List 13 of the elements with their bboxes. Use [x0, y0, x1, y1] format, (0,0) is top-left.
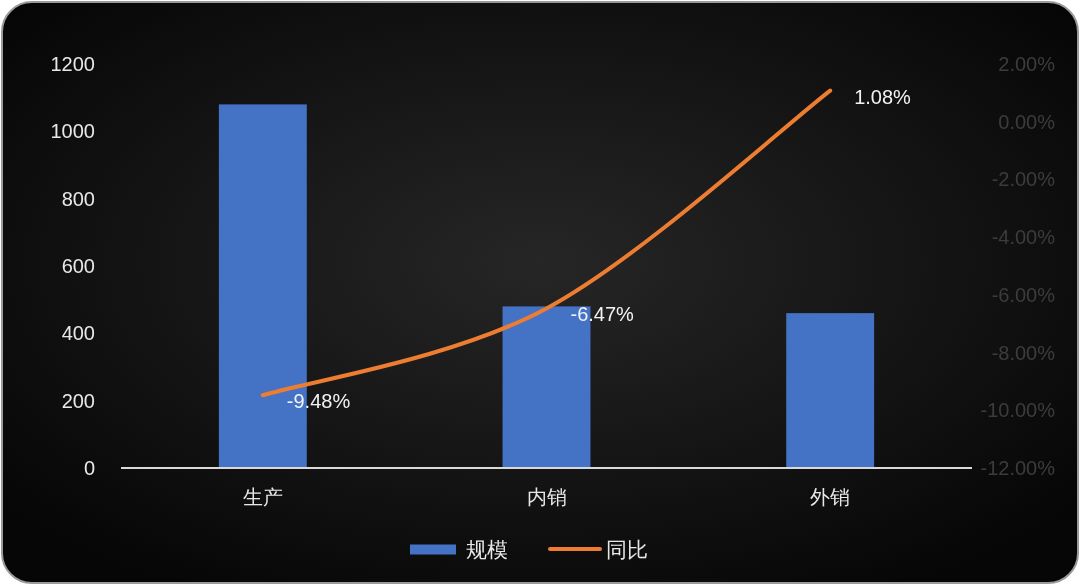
- y-tick-label: 600: [61, 255, 95, 277]
- x-tick-label: 生产: [242, 486, 283, 508]
- legend-label: 同比: [606, 537, 648, 561]
- y-tick-label: 0: [83, 457, 95, 479]
- y-tick-label: 200: [61, 389, 95, 412]
- x-tick-label: 外销: [810, 486, 851, 508]
- x-tick-label: 内销: [526, 486, 567, 508]
- legend-label: 规模: [466, 537, 508, 561]
- y-tick-label: 1200: [50, 53, 95, 75]
- y-tick-label: 800: [61, 187, 95, 210]
- data-label: 1.08%: [854, 85, 912, 108]
- y-tick-label: 400: [61, 322, 95, 345]
- y-tick-label: 1000: [50, 120, 95, 143]
